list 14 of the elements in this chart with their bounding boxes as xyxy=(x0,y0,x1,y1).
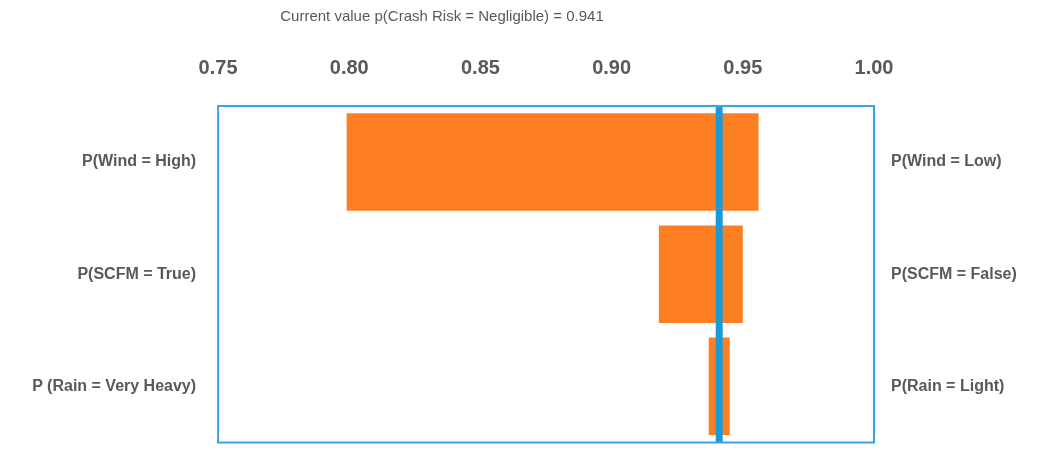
y-tick-label: P(Wind = High) xyxy=(82,152,197,170)
x-tick-label: 0.80 xyxy=(329,55,369,78)
y-tick-label: P(SCFM = True) xyxy=(77,264,197,282)
x-tick-label: 0.90 xyxy=(592,55,632,78)
text: P(Wind = Low) xyxy=(891,152,1002,170)
text: P(Rain = Light) xyxy=(891,376,1005,394)
x-tick-label: 0.75 xyxy=(198,55,238,78)
x-tick-label: 1.00 xyxy=(854,55,894,78)
bar xyxy=(346,113,759,211)
text: P(SCFM = False) xyxy=(891,264,1017,282)
y-tick-label: P (Rain = Very Heavy) xyxy=(32,376,197,394)
x-tick-label: 0.85 xyxy=(460,55,500,78)
x-tick-label: 0.95 xyxy=(723,55,763,78)
chart-title: Current value p(Crash Risk = Negligible) = 0.941 xyxy=(280,7,604,25)
